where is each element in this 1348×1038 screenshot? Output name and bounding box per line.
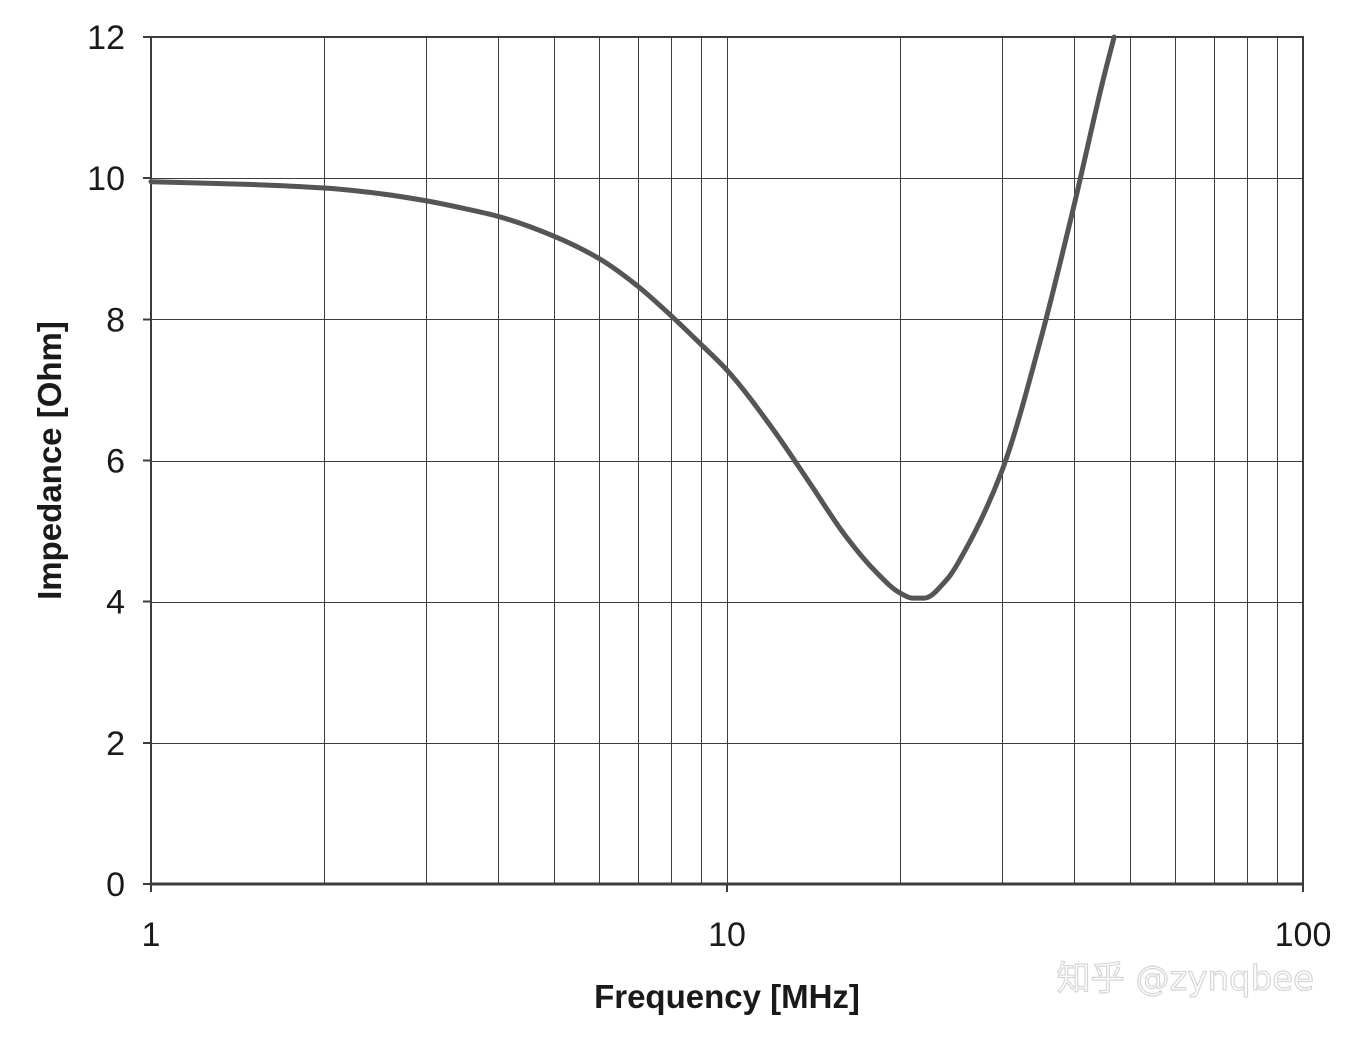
y-tick-label: 0 [106, 866, 125, 904]
y-axis-label: Impedance [Ohm] [31, 321, 68, 600]
axis-ticks: 0 2 4 6 8 10 12 1 10 100 [87, 19, 1331, 954]
y-tick-label: 2 [106, 725, 125, 763]
watermark-text: 知乎 @zynqbee [1057, 959, 1314, 999]
y-tick-label: 10 [87, 160, 125, 198]
grid [151, 37, 1303, 884]
x-tick-label: 100 [1275, 916, 1332, 954]
y-tick-label: 6 [106, 443, 125, 481]
y-tick-label: 4 [106, 584, 125, 622]
impedance-curve [148, 34, 1117, 601]
x-axis-label: Frequency [MHz] [594, 978, 860, 1015]
x-tick-label: 1 [142, 916, 161, 954]
y-tick-label: 8 [106, 301, 125, 339]
y-tick-label: 12 [87, 19, 125, 57]
x-tick-label: 10 [708, 916, 746, 954]
